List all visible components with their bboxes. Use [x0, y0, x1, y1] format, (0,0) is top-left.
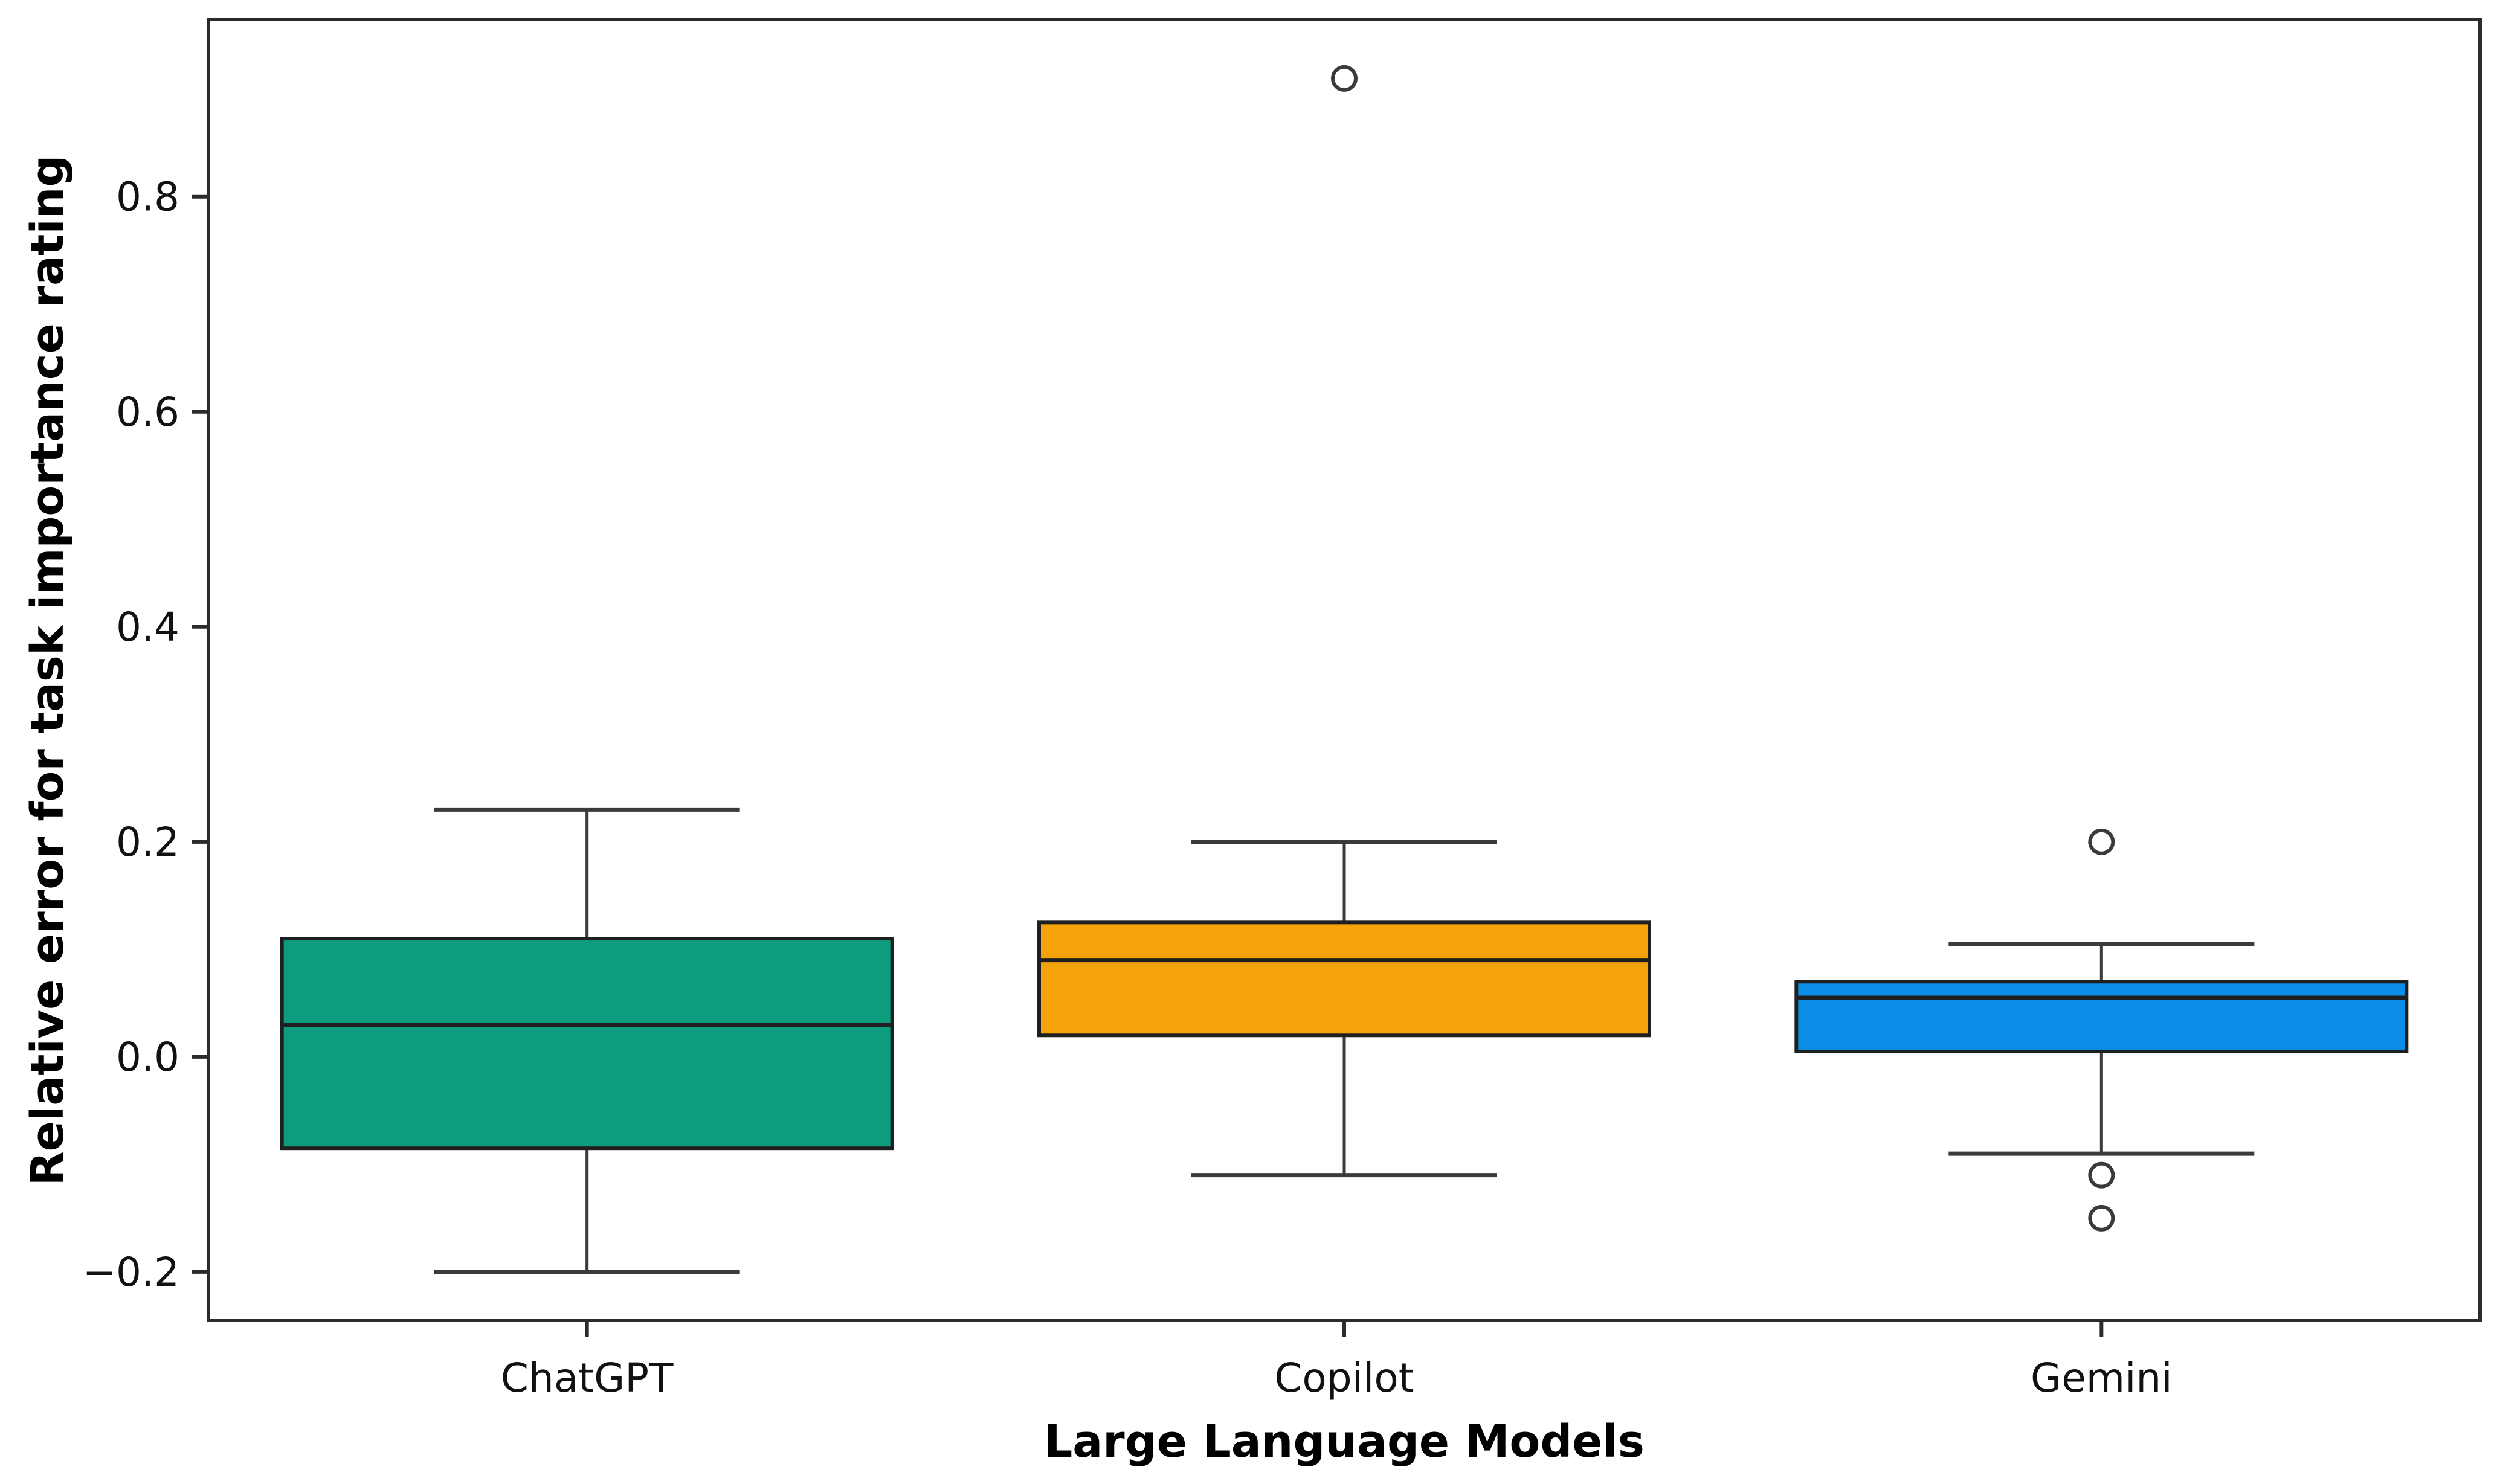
outlier-point — [2088, 1161, 2115, 1189]
y-axis: 0.8 0.6 0.4 0.2 0.0 −0.2 — [83, 174, 208, 1296]
outlier-point — [1331, 65, 1358, 92]
boxes-layer — [280, 65, 2409, 1274]
y-tick-label: 0.8 — [116, 174, 179, 220]
x-tick-label-chatgpt: ChatGPT — [501, 1355, 674, 1401]
x-axis: ChatGPT Copilot Gemini — [501, 1320, 2173, 1401]
x-axis-label: Large Language Models — [1044, 1416, 1645, 1468]
iqr-box — [1037, 920, 1651, 1038]
y-tick-label: 0.0 — [116, 1034, 179, 1081]
outlier-point — [2088, 828, 2115, 855]
y-tick-label: 0.6 — [116, 389, 179, 435]
box-gemini — [1794, 828, 2409, 1232]
outlier-point — [2088, 1204, 2115, 1232]
iqr-box — [1794, 980, 2409, 1053]
y-tick-label: 0.4 — [116, 604, 179, 650]
iqr-box — [280, 937, 894, 1151]
y-axis-label: Relative error for task importance ratin… — [22, 155, 74, 1186]
box-copilot — [1037, 65, 1651, 1178]
x-tick-label-copilot: Copilot — [1274, 1355, 1414, 1401]
y-tick-label: 0.2 — [116, 819, 179, 866]
box-chatgpt — [280, 807, 894, 1274]
x-tick-label-gemini: Gemini — [2031, 1355, 2173, 1401]
y-tick-label: −0.2 — [83, 1249, 179, 1296]
